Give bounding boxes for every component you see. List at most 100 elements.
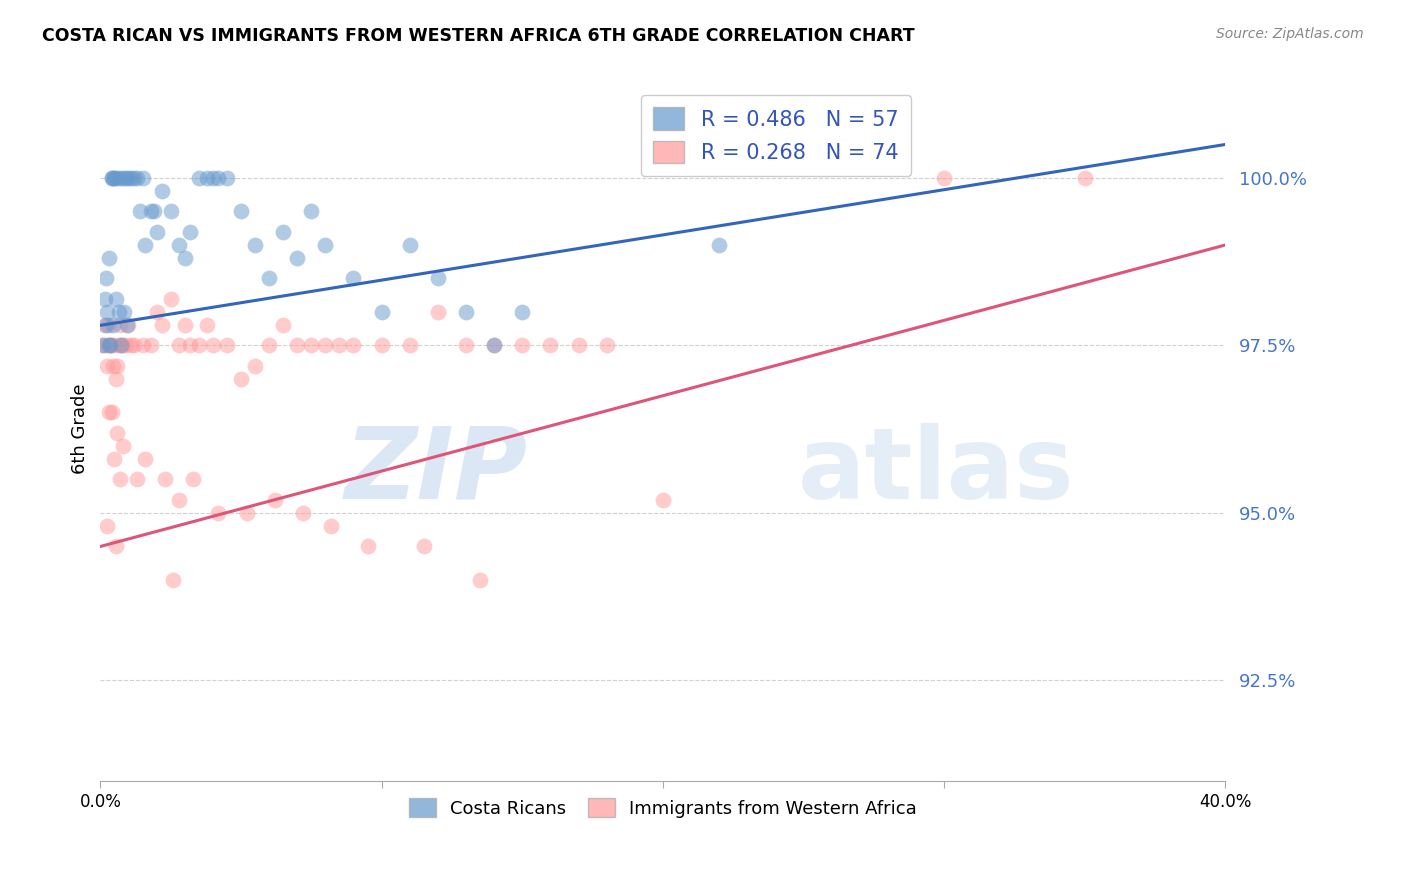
Point	[285, 252, 308, 266]
Point	[94, 271, 117, 285]
Point	[229, 204, 252, 219]
Point	[934, 170, 956, 185]
Point	[105, 170, 128, 185]
Point	[96, 305, 118, 319]
Point	[159, 204, 181, 219]
Point	[201, 170, 224, 185]
Point	[454, 305, 477, 319]
Point	[117, 318, 139, 333]
Point	[110, 338, 132, 352]
Point	[207, 506, 229, 520]
Point	[173, 318, 195, 333]
Y-axis label: 6th Grade: 6th Grade	[72, 384, 89, 475]
Point	[117, 170, 139, 185]
Point	[356, 540, 378, 554]
Point	[100, 170, 122, 185]
Point	[167, 492, 190, 507]
Point	[103, 452, 125, 467]
Legend: Costa Ricans, Immigrants from Western Africa: Costa Ricans, Immigrants from Western Af…	[401, 791, 924, 825]
Point	[215, 338, 238, 352]
Point	[510, 338, 533, 352]
Point	[412, 540, 434, 554]
Point	[314, 338, 336, 352]
Point	[243, 238, 266, 252]
Point	[257, 271, 280, 285]
Point	[271, 225, 294, 239]
Point	[101, 359, 124, 373]
Point	[235, 506, 257, 520]
Point	[108, 170, 131, 185]
Point	[179, 225, 201, 239]
Point	[111, 170, 134, 185]
Point	[104, 540, 127, 554]
Point	[120, 338, 142, 352]
Point	[567, 338, 589, 352]
Point	[96, 519, 118, 533]
Point	[159, 292, 181, 306]
Point	[91, 338, 114, 352]
Point	[229, 372, 252, 386]
Point	[370, 338, 392, 352]
Point	[100, 170, 122, 185]
Text: Source: ZipAtlas.com: Source: ZipAtlas.com	[1216, 27, 1364, 41]
Point	[179, 338, 201, 352]
Point	[707, 238, 730, 252]
Point	[97, 405, 120, 419]
Point	[139, 204, 162, 219]
Point	[139, 338, 162, 352]
Point	[105, 425, 128, 440]
Point	[94, 318, 117, 333]
Point	[114, 338, 136, 352]
Point	[125, 170, 148, 185]
Text: atlas: atlas	[799, 423, 1074, 520]
Point	[93, 292, 115, 306]
Point	[103, 170, 125, 185]
Point	[328, 338, 350, 352]
Point	[285, 338, 308, 352]
Point	[100, 405, 122, 419]
Point	[1074, 170, 1097, 185]
Point	[98, 338, 121, 352]
Point	[257, 338, 280, 352]
Point	[426, 305, 449, 319]
Point	[93, 318, 115, 333]
Point	[162, 573, 184, 587]
Point	[98, 338, 121, 352]
Text: COSTA RICAN VS IMMIGRANTS FROM WESTERN AFRICA 6TH GRADE CORRELATION CHART: COSTA RICAN VS IMMIGRANTS FROM WESTERN A…	[42, 27, 915, 45]
Point	[150, 185, 173, 199]
Point	[187, 338, 209, 352]
Point	[271, 318, 294, 333]
Point	[108, 318, 131, 333]
Point	[319, 519, 342, 533]
Point	[125, 473, 148, 487]
Point	[131, 170, 153, 185]
Point	[538, 338, 561, 352]
Point	[145, 305, 167, 319]
Text: ZIP: ZIP	[344, 423, 527, 520]
Point	[181, 473, 204, 487]
Point	[342, 338, 364, 352]
Point	[103, 170, 125, 185]
Point	[243, 359, 266, 373]
Point	[108, 473, 131, 487]
Point	[120, 170, 142, 185]
Point	[134, 452, 156, 467]
Point	[398, 338, 420, 352]
Point	[111, 439, 134, 453]
Point	[150, 318, 173, 333]
Point	[91, 338, 114, 352]
Point	[97, 318, 120, 333]
Point	[299, 204, 322, 219]
Point	[342, 271, 364, 285]
Point	[167, 338, 190, 352]
Point	[201, 338, 224, 352]
Point	[195, 170, 218, 185]
Point	[167, 238, 190, 252]
Point	[314, 238, 336, 252]
Point	[468, 573, 491, 587]
Point	[510, 305, 533, 319]
Point	[104, 372, 127, 386]
Point	[96, 359, 118, 373]
Point	[94, 338, 117, 352]
Point	[112, 305, 135, 319]
